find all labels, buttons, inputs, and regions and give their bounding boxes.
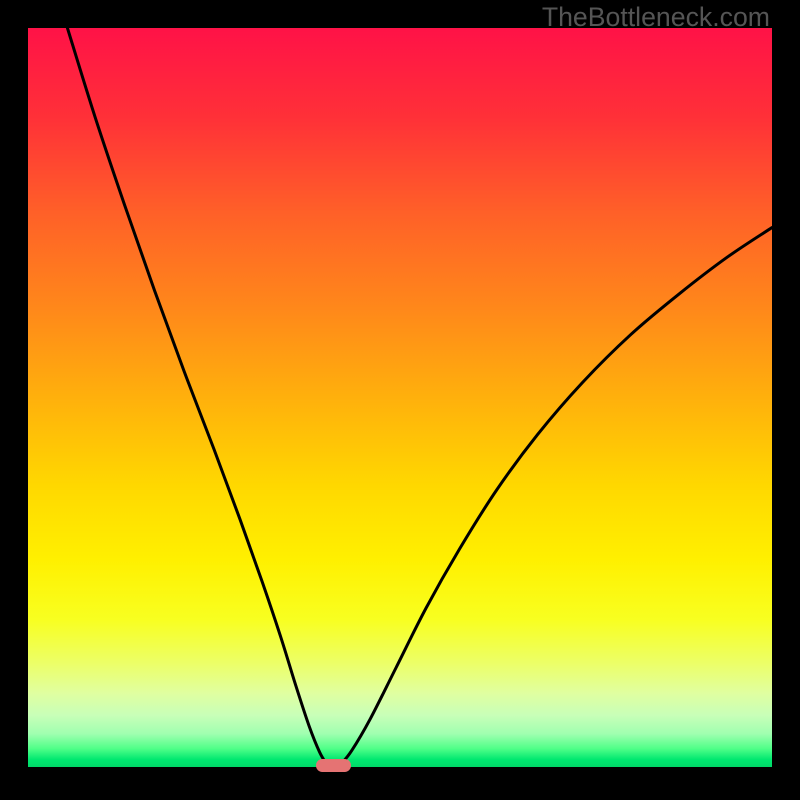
watermark-text: TheBottleneck.com [542, 2, 770, 33]
stage: TheBottleneck.com [0, 0, 800, 800]
chart-plot-area [28, 28, 772, 767]
severity-gradient-background [28, 28, 772, 767]
optimal-marker [316, 759, 351, 772]
chart-svg [28, 28, 772, 767]
